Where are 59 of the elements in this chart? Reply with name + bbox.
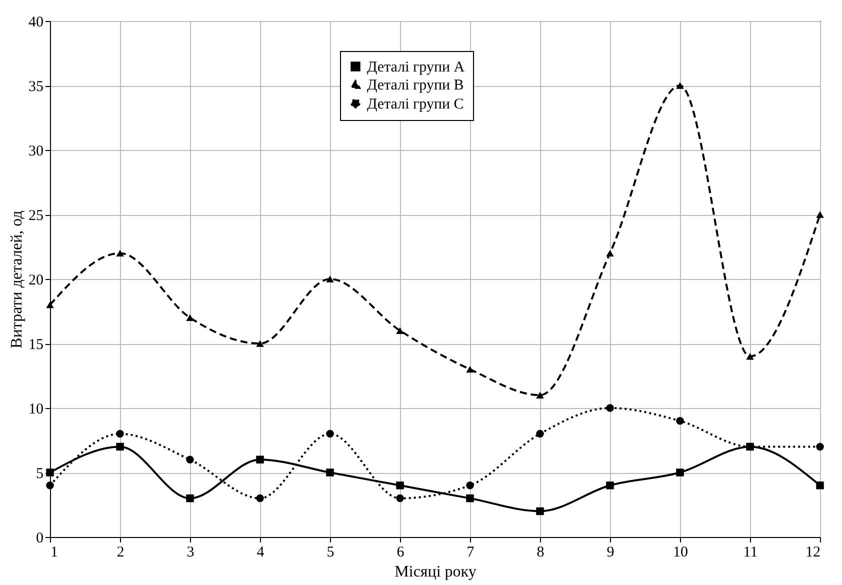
y-tick-label: 0: [36, 530, 44, 546]
x-tick-label: 11: [743, 544, 758, 560]
legend-label: Деталі групи B: [367, 78, 464, 94]
x-tick-label: 3: [186, 544, 194, 560]
point: [746, 353, 754, 360]
x-tick-label: 5: [326, 544, 334, 560]
x-tick-label: 6: [396, 544, 405, 560]
point: [466, 366, 474, 373]
point: [676, 468, 684, 476]
point: [116, 250, 124, 257]
y-tick-label: 35: [28, 79, 44, 95]
x-tick-label: 9: [606, 544, 614, 560]
x-tick-label: 1: [50, 544, 58, 560]
y-tick-label: 30: [28, 144, 44, 160]
y-tick-label: 10: [28, 402, 44, 418]
y-tick-label: 15: [28, 337, 44, 353]
point: [396, 327, 404, 334]
point: [606, 482, 614, 490]
y-tick-label: 5: [36, 466, 44, 482]
point: [816, 482, 824, 490]
point: [816, 211, 824, 218]
legend-label: Деталі групи A: [367, 60, 465, 76]
point: [606, 250, 614, 257]
x-tick-label: 2: [116, 544, 124, 560]
point: [186, 456, 194, 464]
point: [256, 494, 264, 502]
point: [186, 494, 194, 502]
point: [816, 442, 824, 451]
point: [46, 482, 54, 490]
point: [466, 494, 474, 502]
point: [116, 442, 124, 451]
x-tick-label: 10: [673, 544, 688, 560]
point: [396, 494, 404, 502]
point: [326, 468, 334, 476]
point: [326, 276, 334, 282]
y-tick-label: 20: [28, 272, 44, 288]
x-tick-label: 4: [256, 544, 265, 560]
x-axis-title: Місяці року: [394, 564, 476, 580]
x-tick-label: 7: [466, 544, 475, 560]
point: [676, 82, 684, 89]
point: [396, 482, 404, 490]
point: [676, 417, 684, 425]
y-tick-label: 40: [28, 14, 44, 30]
point: [116, 430, 124, 438]
y-tick-label: 25: [28, 208, 44, 224]
point: [536, 507, 544, 516]
x-tick-label: 12: [806, 544, 820, 560]
point: [256, 340, 264, 347]
x-tick-label: 8: [536, 544, 544, 560]
point: [536, 430, 544, 438]
point: [536, 392, 544, 398]
point: [46, 301, 54, 308]
point: [466, 482, 474, 490]
point: [606, 404, 614, 412]
legend-label: Деталі групи C: [367, 96, 464, 112]
point: [186, 314, 194, 322]
point: [256, 456, 264, 464]
point: [326, 430, 334, 438]
y-axis-title: Витрати деталей, од: [8, 210, 26, 348]
